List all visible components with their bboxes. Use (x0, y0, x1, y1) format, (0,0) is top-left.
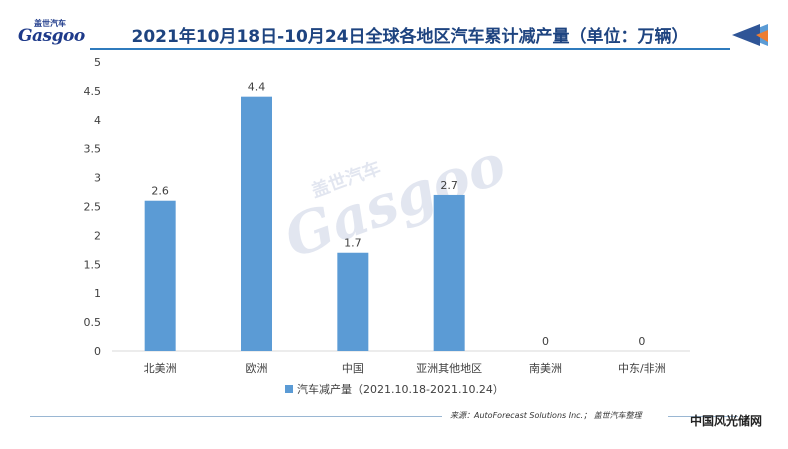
bar (144, 200, 176, 351)
data-label: 4.4 (248, 81, 266, 94)
y-tick-label: 3 (94, 172, 101, 185)
legend-swatch (285, 385, 293, 393)
footer-line-left (30, 416, 442, 417)
data-label: 0 (542, 335, 549, 348)
source-note: 来源：AutoForecast Solutions Inc.； 盖世汽车整理 (450, 411, 642, 420)
category-label: 亚洲其他地区 (416, 362, 482, 375)
category-label: 欧洲 (246, 362, 268, 375)
y-tick-label: 5 (94, 56, 101, 69)
y-tick-label: 2.5 (84, 201, 102, 214)
y-tick-label: 1 (94, 287, 101, 300)
arrows-icon (732, 24, 768, 46)
bar (433, 194, 465, 351)
logo-cn-text: 盖世汽车 (34, 19, 66, 28)
y-tick-label: 4 (94, 114, 101, 127)
footer-line-right (668, 416, 738, 417)
bar (241, 96, 272, 352)
legend-label: 汽车减产量（2021.10.18-2021.10.24） (297, 382, 504, 396)
corner-watermark: 中国风光储网 (689, 414, 762, 428)
chart-title: 2021年10月18日-10月24日全球各地区汽车累计减产量（单位：万辆） (131, 27, 689, 47)
category-label: 中国 (342, 362, 364, 375)
data-label: 2.7 (440, 179, 458, 192)
category-label: 中东/非洲 (618, 362, 666, 375)
header: 盖世汽车 Gasgoo 2021年10月18日-10月24日全球各地区汽车累计减… (0, 0, 788, 52)
y-tick-label: 0 (94, 345, 101, 358)
data-label: 0 (638, 335, 645, 348)
y-tick-label: 0.5 (84, 316, 102, 329)
gasgoo-logo: 盖世汽车 Gasgoo (8, 18, 85, 48)
y-tick-label: 1.5 (84, 258, 102, 271)
y-tick-label: 4.5 (84, 85, 102, 98)
y-tick-label: 3.5 (84, 143, 102, 156)
data-label: 1.7 (344, 237, 362, 250)
category-label: 北美洲 (144, 362, 177, 375)
y-tick-label: 2 (94, 229, 101, 242)
title-underline (90, 48, 730, 50)
bar-chart: 0 0.5 1 1.5 2 2.5 3 3.5 4 4.5 5 2.6 北美洲 4.4 欧洲 1.7 中国 2.7… (84, 56, 690, 396)
data-label: 2.6 (151, 185, 169, 198)
logo-en-text: Gasgoo (18, 26, 85, 46)
category-label: 南美洲 (529, 362, 562, 375)
bar (337, 252, 369, 351)
